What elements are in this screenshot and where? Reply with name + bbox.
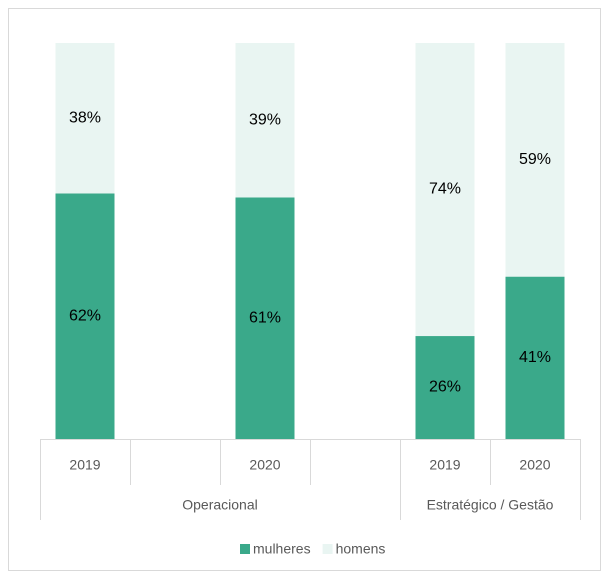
x-tick-label: 2019 xyxy=(69,457,100,473)
data-label: 62% xyxy=(69,307,101,324)
bar-segment xyxy=(55,43,115,194)
bar-segment xyxy=(235,197,295,439)
x-tick-label: 2019 xyxy=(429,457,460,473)
bar-segment xyxy=(55,193,115,439)
data-label: 74% xyxy=(429,181,461,198)
bar-segment xyxy=(505,43,565,277)
data-label: 59% xyxy=(519,151,551,168)
data-label: 38% xyxy=(69,109,101,126)
group-label: Estratégico / Gestão xyxy=(427,497,554,513)
data-label: 41% xyxy=(519,349,551,366)
data-label: 61% xyxy=(249,309,281,326)
bar-segment xyxy=(415,336,475,439)
bar-segment xyxy=(235,43,295,198)
legend-swatch xyxy=(240,544,250,554)
x-tick-label: 2020 xyxy=(249,457,280,473)
bar-segment xyxy=(415,43,475,337)
legend-label: homens xyxy=(336,541,386,557)
legend-label: mulheres xyxy=(253,541,311,557)
group-label: Operacional xyxy=(182,497,258,513)
bar-segment xyxy=(505,276,565,439)
data-label: 39% xyxy=(249,111,281,128)
data-label: 26% xyxy=(429,379,461,396)
x-tick-label: 2020 xyxy=(519,457,550,473)
legend-swatch xyxy=(322,544,333,554)
